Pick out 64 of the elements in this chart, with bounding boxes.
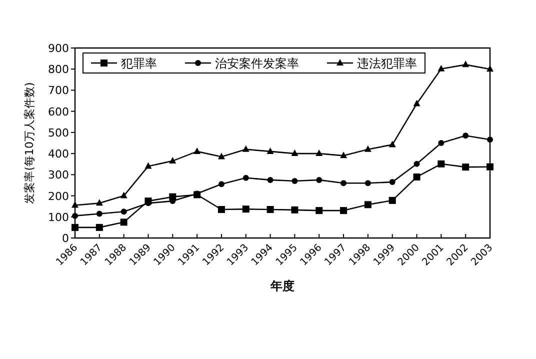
point [218,152,225,160]
point [194,147,201,154]
point [291,150,298,156]
point [316,150,323,156]
point [266,206,274,213]
point [291,206,298,214]
point [316,207,323,214]
point [144,198,152,205]
point [340,207,348,214]
y-tick-label: 500 [48,126,69,140]
point [486,163,494,170]
point [413,173,420,180]
point [487,136,493,143]
point [242,206,250,213]
point [169,193,176,200]
point [120,192,128,198]
point [218,206,225,213]
point [316,176,322,183]
y-tick-label: 800 [48,63,69,76]
point [364,201,372,208]
y-tick-label: 700 [48,84,69,98]
legend-label: 治安案件发案率 [215,56,299,70]
y-tick-label: 400 [48,148,69,161]
y-tick-label: 600 [48,105,69,118]
point [462,132,469,139]
point [218,181,224,188]
point [486,65,494,72]
point [266,147,274,154]
point [144,162,152,169]
point [169,156,176,164]
point [120,218,128,226]
point [242,145,250,152]
point [292,178,298,184]
point [340,180,347,186]
point [438,64,445,72]
point [414,160,420,167]
y-tick-label: 0 [62,232,69,245]
y-axis-title: 发案率(每10万人案件数) [23,82,36,204]
x-axis-title: 年度 [270,279,294,293]
point [267,176,274,183]
point [438,140,444,146]
legend-label: 违法犯罪率 [357,56,417,70]
point [340,152,348,158]
point [413,100,420,106]
point [438,160,445,168]
point [120,208,127,215]
point [389,179,396,186]
point [96,210,102,217]
point [462,60,470,68]
point [96,224,103,231]
y-tick-label: 100 [48,210,69,224]
y-tick-label: 200 [48,190,69,203]
point [388,140,396,148]
point [364,180,371,186]
y-tick-label: 300 [48,168,69,182]
point [462,164,470,171]
point [72,201,78,208]
legend-label: 犯罪率 [121,56,157,70]
point [364,145,372,152]
point [388,196,396,204]
point [96,199,103,206]
y-tick-label: 900 [48,42,69,55]
point [72,224,78,231]
point [242,174,249,181]
